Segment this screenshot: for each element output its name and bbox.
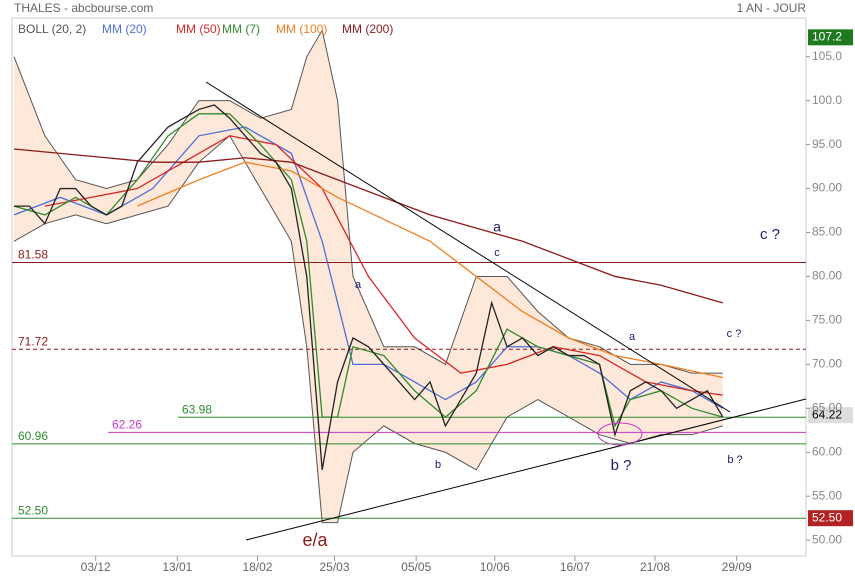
price-tag: 107.2 xyxy=(812,30,842,44)
level-label: 60.96 xyxy=(18,429,48,443)
price-tag-box xyxy=(808,407,853,424)
ma-line xyxy=(13,113,723,428)
legend-item: MM (7) xyxy=(222,22,260,36)
plot-frame xyxy=(11,17,807,557)
y-tick-label: 55.00 xyxy=(812,488,842,502)
annotation: b xyxy=(435,459,441,471)
legend-item: MM (200) xyxy=(342,22,393,36)
legend-item: MM (100) xyxy=(276,22,327,36)
y-tick-label: 50.00 xyxy=(812,532,842,546)
period: 1 AN - JOUR xyxy=(737,1,807,15)
legend-item: MM (20) xyxy=(102,22,147,36)
level-label: 81.58 xyxy=(18,248,48,262)
level-label: 62.26 xyxy=(112,418,142,432)
level-label: 52.50 xyxy=(18,503,48,517)
y-tick-label: 95.00 xyxy=(812,137,842,151)
y-tick-label: 60.00 xyxy=(812,444,842,458)
y-tick-label: 65.00 xyxy=(812,400,842,414)
level-label: 71.72 xyxy=(18,334,48,348)
trend-line xyxy=(205,81,731,413)
bollinger-lower xyxy=(13,135,723,524)
price-line xyxy=(14,104,724,470)
x-tick-label: 13/01 xyxy=(162,560,192,574)
y-tick-label: 85.00 xyxy=(812,225,842,239)
ma-line xyxy=(13,148,723,304)
trend-line xyxy=(245,398,807,541)
x-tick-label: 16/07 xyxy=(560,560,590,574)
price-tag: 52.50 xyxy=(812,510,842,524)
ma-line xyxy=(44,135,723,396)
level-label: 63.98 xyxy=(182,402,212,416)
annotation: c ? xyxy=(760,226,780,243)
legend-item: BOLL (20, 2) xyxy=(18,22,86,36)
y-tick-label: 70.00 xyxy=(812,357,842,371)
x-tick-label: 29/09 xyxy=(722,560,752,574)
chart-title: THALES - abcbourse.com xyxy=(14,1,153,15)
y-tick-label: 80.00 xyxy=(812,269,842,283)
x-tick-label: 03/12 xyxy=(81,560,111,574)
y-tick-label: 90.00 xyxy=(812,181,842,195)
annotation: c ? xyxy=(727,328,742,340)
annotation: a xyxy=(355,279,362,291)
legend-item: MM (50) xyxy=(176,22,221,36)
bollinger-upper xyxy=(13,28,723,374)
ma-line xyxy=(137,161,723,379)
annotation: a xyxy=(629,331,636,343)
price-tag-box xyxy=(808,29,853,46)
x-tick-label: 25/03 xyxy=(319,560,349,574)
y-tick-label: 105.0 xyxy=(812,49,842,63)
y-tick-label: 75.00 xyxy=(812,313,842,327)
price-tag: 64.22 xyxy=(812,407,842,421)
x-tick-label: 05/05 xyxy=(401,560,431,574)
annotation: e/a xyxy=(302,530,328,550)
ellipse xyxy=(597,422,643,446)
annotation: c xyxy=(494,247,500,259)
price-tag-box xyxy=(808,510,853,527)
annotation: b ? xyxy=(611,457,632,474)
x-tick-label: 18/02 xyxy=(242,560,272,574)
x-tick-label: 10/06 xyxy=(480,560,510,574)
x-tick-label: 21/08 xyxy=(640,560,670,574)
annotation: b ? xyxy=(727,454,742,466)
bollinger-area xyxy=(14,30,723,523)
y-tick-label: 100.0 xyxy=(812,93,842,107)
annotation: a xyxy=(493,219,501,235)
